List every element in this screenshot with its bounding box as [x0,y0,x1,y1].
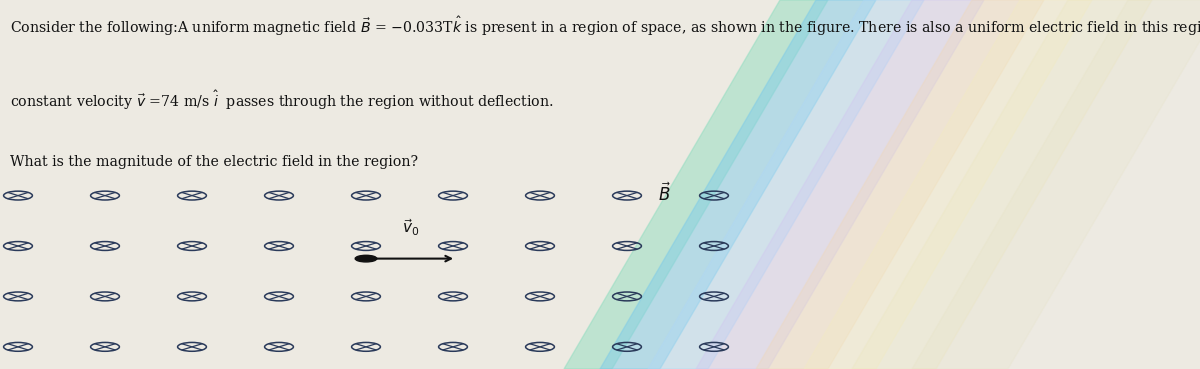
Circle shape [355,255,377,262]
Text: constant velocity $\vec{v}$ =74 m/s $\hat{i}$  passes through the region without: constant velocity $\vec{v}$ =74 m/s $\ha… [10,89,553,112]
Text: What is the magnitude of the electric field in the region?: What is the magnitude of the electric fi… [10,155,418,169]
Polygon shape [696,0,984,369]
Polygon shape [756,0,1044,369]
Polygon shape [852,0,1152,369]
Polygon shape [564,0,828,369]
Polygon shape [600,0,876,369]
Polygon shape [804,0,1092,369]
Text: Consider the following:A uniform magnetic field $\vec{B}$ = $-$0.033T$\hat{k}$ i: Consider the following:A uniform magneti… [10,15,1200,38]
Text: $\vec{v}_0$: $\vec{v}_0$ [402,218,420,238]
Text: $\vec{B}$: $\vec{B}$ [658,183,671,205]
Polygon shape [912,0,1200,369]
Polygon shape [648,0,924,369]
